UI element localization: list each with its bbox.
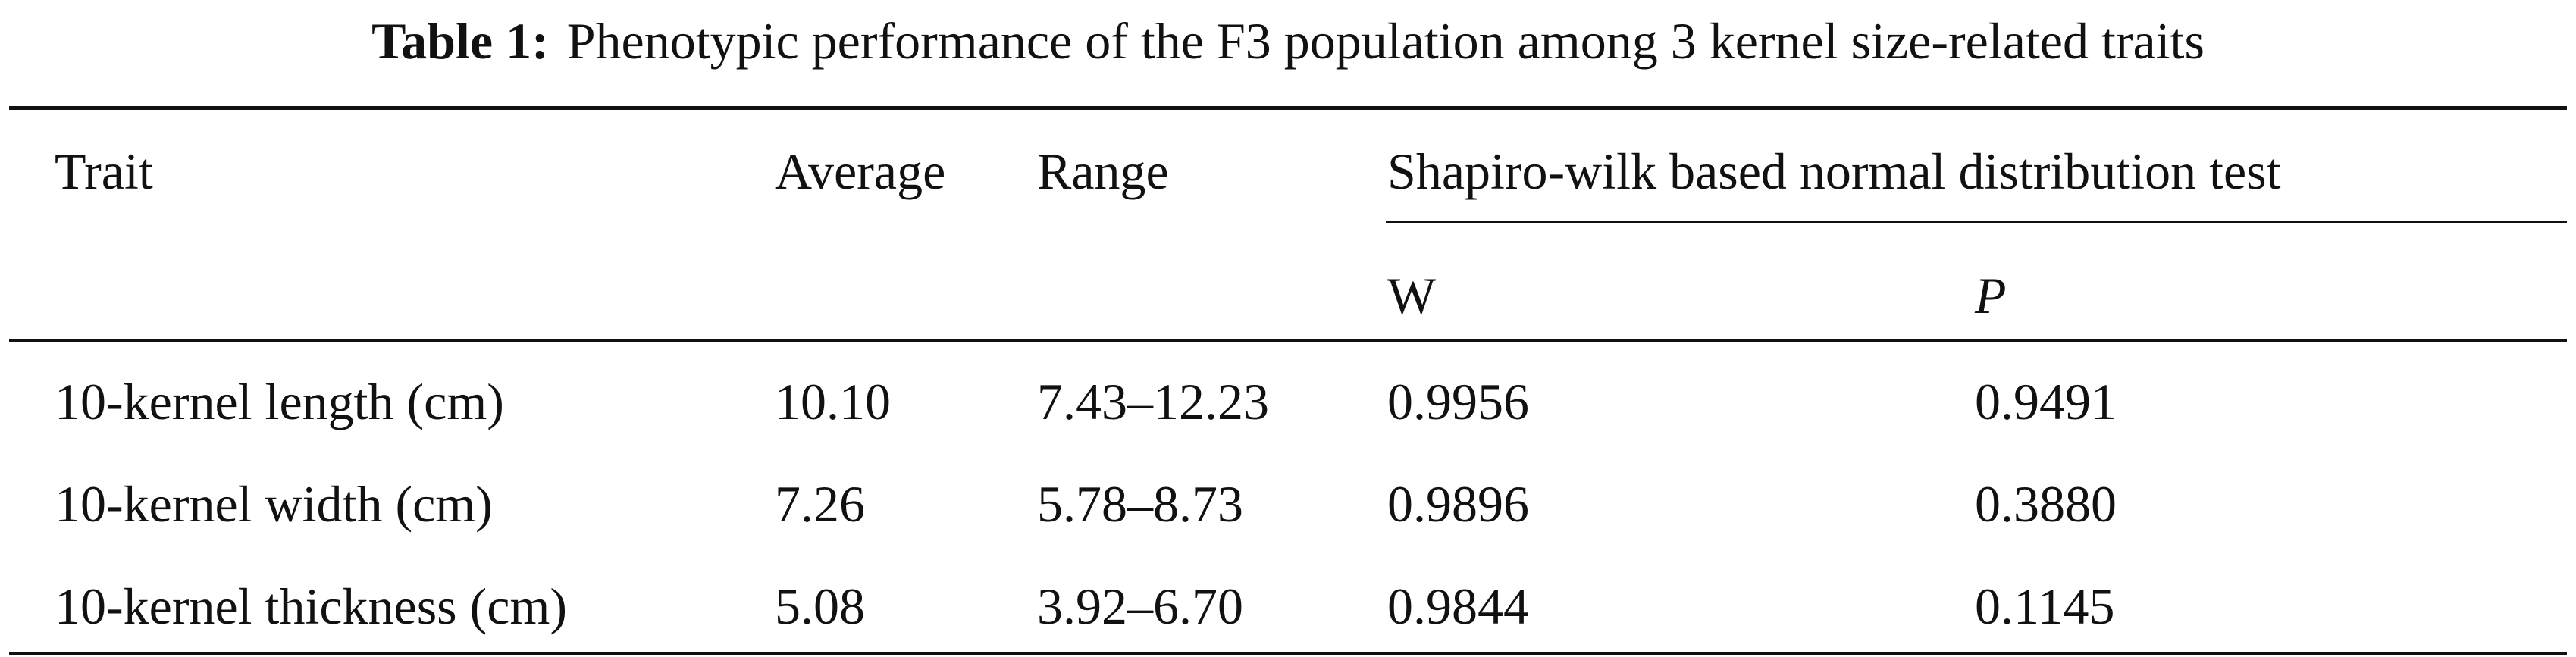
table-caption: Table 1: Phenotypic performance of the F3… [0,5,2576,77]
row-2-w: 0.9896 [1387,475,1529,533]
table-top-rule [9,106,2567,110]
header-bottom-rule [9,339,2567,342]
row-3-average: 5.08 [775,577,865,635]
header-w: W [1387,267,1437,324]
row-3-range: 3.92–6.70 [1037,577,1243,635]
row-2-average: 7.26 [775,475,865,533]
row-3-p: 0.1145 [1975,577,2115,635]
row-2-trait: 10-kernel width (cm) [55,475,493,533]
table-caption-text: Phenotypic performance of the F3 populat… [566,12,2205,70]
row-2-p: 0.3880 [1975,475,2117,533]
header-average: Average [775,142,946,200]
row-1-range: 7.43–12.23 [1037,373,1269,430]
header-trait: Trait [55,142,153,200]
table-bottom-rule [9,652,2567,655]
row-1-p: 0.9491 [1975,373,2117,430]
table-caption-label: Table 1: [371,12,549,70]
header-normality-test-group: Shapiro-wilk based normal distribution t… [1387,142,2281,200]
header-p: P [1975,267,2007,324]
row-1-average: 10.10 [775,373,891,430]
row-1-trait: 10-kernel length (cm) [55,373,504,430]
row-3-trait: 10-kernel thickness (cm) [55,577,567,635]
header-range: Range [1037,142,1169,200]
header-group-underline [1386,221,2567,223]
row-3-w: 0.9844 [1387,577,1529,635]
row-1-w: 0.9956 [1387,373,1529,430]
row-2-range: 5.78–8.73 [1037,475,1243,533]
